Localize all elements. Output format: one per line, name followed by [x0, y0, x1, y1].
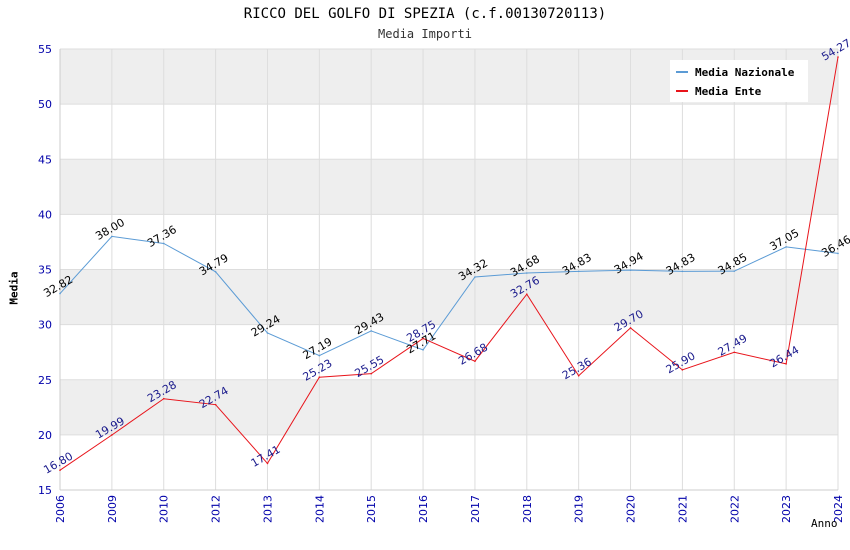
- x-tick-label: 2015: [365, 495, 378, 523]
- data-point-ente: [733, 351, 736, 354]
- data-point-ente: [59, 469, 61, 471]
- chart-subtitle: Media Importi: [378, 27, 472, 41]
- data-label-nazionale: 37.36: [145, 223, 179, 250]
- data-point-nazionale: [837, 252, 839, 255]
- series-line-nazionale: [59, 235, 839, 357]
- data-point-nazionale: [474, 276, 476, 278]
- x-tick-label: 2017: [469, 495, 482, 523]
- data-point-ente: [422, 337, 424, 340]
- data-point-nazionale: [266, 332, 269, 334]
- data-point-nazionale: [422, 349, 424, 351]
- data-point-nazionale: [577, 270, 580, 273]
- data-point-ente: [266, 462, 269, 465]
- data-point-ente: [526, 293, 528, 295]
- data-point-nazionale: [733, 270, 736, 272]
- x-tick-label: 2019: [573, 495, 586, 523]
- data-point-ente: [370, 372, 373, 375]
- data-label-ente: 17.41: [249, 443, 283, 470]
- y-tick-label: 40: [38, 208, 52, 221]
- legend-swatch-nazionale: [676, 71, 688, 73]
- chart-title: RICCO DEL GOLFO DI SPEZIA (c.f.001307201…: [243, 6, 607, 22]
- data-point-nazionale: [214, 271, 217, 273]
- x-tick-label: 2013: [261, 495, 274, 523]
- grid-band: [60, 159, 838, 215]
- data-point-nazionale: [681, 270, 684, 273]
- x-tick-label: 2018: [521, 495, 534, 523]
- data-label-ente: 16.80: [41, 450, 75, 477]
- x-tick-label: 2021: [676, 495, 689, 523]
- legend-item-ente: Media Ente: [676, 84, 761, 98]
- data-point-nazionale: [162, 242, 165, 245]
- data-point-ente: [629, 327, 632, 329]
- x-tick-label: 2014: [313, 495, 326, 523]
- data-point-ente: [837, 56, 839, 58]
- data-point-ente: [318, 376, 321, 379]
- data-point-ente: [577, 374, 580, 377]
- data-point-nazionale: [111, 235, 113, 238]
- legend-label-ente: Media Ente: [695, 84, 762, 98]
- data-point-nazionale: [785, 246, 787, 248]
- data-point-nazionale: [526, 272, 528, 274]
- grid-band: [60, 379, 838, 435]
- data-label-ente: 25.90: [664, 349, 698, 376]
- x-tick-label: 2012: [210, 495, 223, 523]
- legend-swatch-ente: [676, 90, 688, 92]
- y-tick-label: 50: [38, 98, 52, 111]
- x-tick-label: 2023: [780, 495, 793, 523]
- x-tick-label: 2022: [728, 495, 741, 523]
- data-point-ente: [214, 403, 217, 406]
- x-tick-label: 2010: [158, 495, 171, 523]
- data-point-nazionale: [59, 292, 61, 295]
- y-tick-label: 55: [38, 43, 52, 56]
- y-tick-label: 20: [38, 429, 52, 442]
- y-tick-label: 15: [38, 484, 52, 497]
- x-tick-label: 2020: [625, 495, 638, 523]
- x-tick-label: 2016: [417, 495, 430, 523]
- series-line-ente: [59, 56, 839, 471]
- legend-item-nazionale: Media Nazionale: [676, 65, 794, 79]
- data-point-nazionale: [370, 330, 373, 332]
- x-tick-label: 2009: [106, 495, 119, 523]
- data-label-ente: 25.55: [353, 353, 387, 380]
- data-label-nazionale: 36.46: [819, 233, 850, 260]
- y-tick-label: 35: [38, 264, 52, 277]
- data-point-ente: [681, 369, 684, 371]
- data-point-ente: [474, 360, 476, 363]
- data-label-ente: 25.36: [560, 355, 594, 382]
- y-axis-label: Media: [7, 271, 21, 305]
- data-point-ente: [785, 363, 787, 365]
- x-tick-label: 2024: [832, 495, 845, 523]
- data-point-nazionale: [318, 354, 321, 357]
- legend: Media Nazionale Media Ente: [670, 60, 808, 102]
- data-point-ente: [162, 397, 165, 400]
- grid-band: [60, 269, 838, 325]
- y-tick-label: 30: [38, 319, 52, 332]
- data-label-nazionale: 37.05: [767, 226, 801, 253]
- y-tick-label: 45: [38, 153, 52, 166]
- data-point-nazionale: [629, 269, 632, 271]
- data-label-ente: 26.44: [767, 343, 801, 370]
- x-axis-label: Anno: [811, 517, 838, 530]
- legend-label-nazionale: Media Nazionale: [695, 65, 795, 79]
- y-tick-label: 25: [38, 374, 52, 387]
- data-point-ente: [111, 434, 113, 436]
- data-label-ente: 26.68: [456, 341, 490, 368]
- data-label-nazionale: 27.19: [301, 335, 335, 362]
- x-tick-label: 2006: [54, 495, 67, 523]
